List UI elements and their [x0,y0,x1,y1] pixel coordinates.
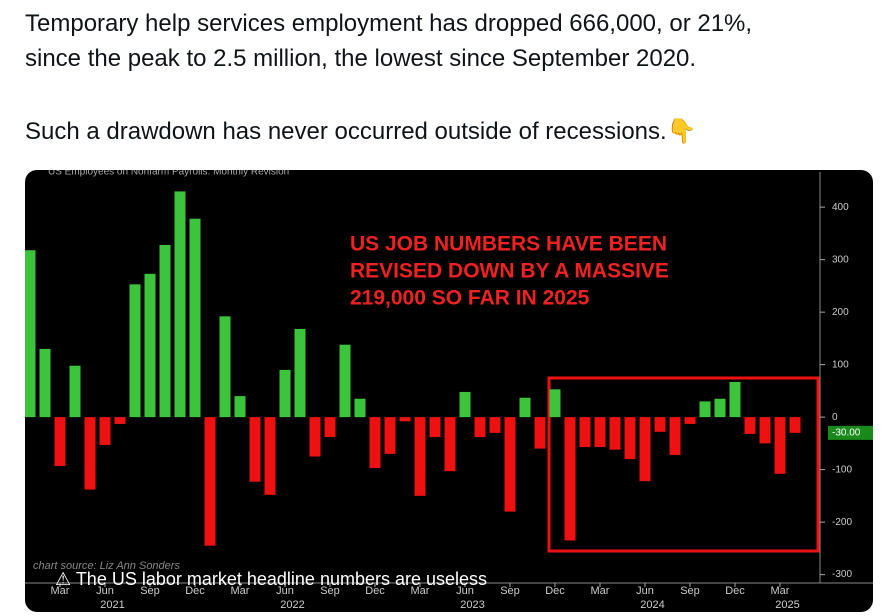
x-tick-label: Sep [680,585,700,597]
x-tick-label: Mar [771,585,790,597]
annotation: 219,000 SO FAR IN 2025 [350,287,590,310]
bar [129,284,141,418]
x-tick-label: Jun [456,585,474,597]
x-tick-label: Dec [185,585,205,597]
x-tick-label: Jun [636,585,654,597]
bar [564,417,576,541]
bar [519,397,531,418]
bar [669,417,681,455]
bar [354,398,366,418]
bar [684,417,696,424]
bar [459,391,471,418]
x-tick-label: Jun [276,585,294,597]
bar [39,348,51,418]
x-tick-label: Sep [140,585,160,597]
bar [609,417,621,450]
bar [294,328,306,418]
x-tick-label: Sep [320,585,340,597]
bar [219,316,231,418]
y-tick-label: -300 [832,569,852,580]
bar [189,218,201,418]
bar [249,417,261,482]
bar [309,417,321,457]
x-tick-label: Dec [545,585,565,597]
bar [69,365,81,418]
bar [579,417,591,448]
y-tick-label: 400 [832,202,849,213]
x-tick-label: Jun [96,585,114,597]
bar [444,417,456,472]
x-tick-label: Dec [725,585,745,597]
bar [174,191,186,418]
bar [729,381,741,418]
bar [324,417,336,438]
bar [429,417,441,438]
bar [774,417,786,474]
bar [789,417,801,433]
y-tick-label: 100 [832,359,849,370]
bar [339,344,351,418]
bar [114,417,126,424]
bar [54,417,66,466]
bar [504,417,516,512]
source: chart source: Liz Ann Sonders [33,560,180,572]
bar [639,417,651,482]
bar [384,417,396,454]
bar [549,389,561,418]
last-value-label: -30.00 [832,428,861,439]
x-tick-label: Mar [591,585,610,597]
annotation: REVISED DOWN BY A MASSIVE [350,260,669,283]
last-value-box [828,425,873,440]
y-tick-label: -200 [832,517,852,528]
bar [489,417,501,433]
bar [264,417,276,495]
year-label: 2023 [460,599,484,611]
x-tick-label: Mar [411,585,430,597]
bar [624,417,636,460]
bar [699,401,711,418]
year-label: 2025 [775,599,799,611]
highlight-box [547,376,820,553]
bar [159,244,171,418]
y-tick-label: -100 [832,464,852,475]
bar [84,417,96,490]
bar [744,417,756,434]
bar [714,398,726,418]
annotation: US JOB NUMBERS HAVE BEEN [350,233,667,256]
x-tick-label: Dec [365,585,385,597]
x-tick-label: Sep [500,585,520,597]
x-tick-label: Mar [51,585,70,597]
year-label: 2024 [640,599,664,611]
bar [759,417,771,444]
x-tick-label: Mar [231,585,250,597]
post-text: Temporary help services employment has d… [25,10,753,37]
bar [234,396,246,418]
bar [204,417,216,546]
bar [144,273,156,418]
y-tick-label: 0 [832,412,838,423]
bar [654,417,666,432]
bar [99,417,111,445]
year-label: 2021 [100,599,124,611]
chart-title: US Employees on Nonfarm Payrolls: Monthl… [48,167,289,178]
y-tick-label: 200 [832,307,849,318]
post-text: Such a drawdown has never occurred outsi… [25,118,697,145]
bar [594,417,606,448]
y-tick-label: 300 [832,254,849,265]
bar [399,417,411,422]
bar [474,417,486,438]
bar [369,417,381,469]
bar [414,417,426,496]
caption: ⚠ The US labor market headline numbers a… [55,569,487,589]
bar [534,417,546,449]
bar [25,250,36,418]
year-label: 2022 [280,599,304,611]
bar [279,369,291,418]
post-text: since the peak to 2.5 million, the lowes… [25,45,697,72]
